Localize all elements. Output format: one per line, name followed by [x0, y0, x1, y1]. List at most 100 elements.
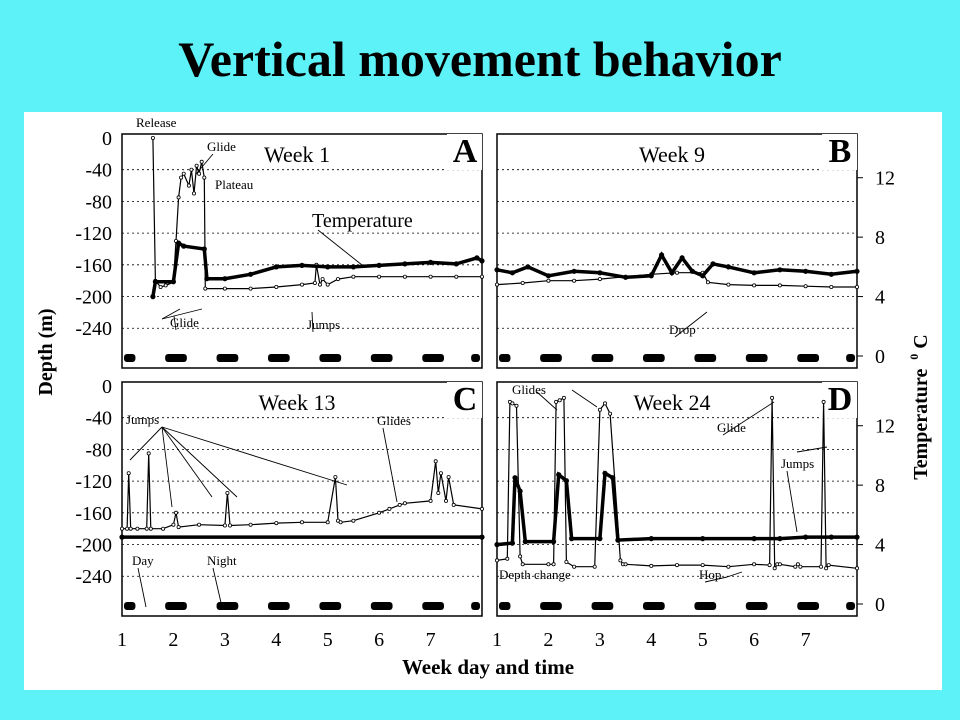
depth-point	[674, 270, 679, 275]
depth-point	[387, 506, 392, 511]
temperature-point	[700, 536, 706, 542]
depth-point	[494, 558, 500, 563]
x-tick-label: 3	[220, 629, 230, 651]
depth-point	[144, 526, 149, 531]
temperature-point	[479, 258, 485, 264]
depth-tick-label: -80	[85, 439, 112, 461]
depth-tick-label: -200	[75, 287, 112, 309]
depth-point	[777, 562, 782, 567]
depth-point	[551, 562, 556, 567]
panel-letter: A	[453, 133, 478, 170]
depth-point	[179, 175, 184, 180]
annotation-arrow	[173, 315, 177, 331]
night-bar	[165, 602, 187, 610]
depth-point	[700, 563, 705, 568]
temp-tick-label: 12	[875, 416, 895, 438]
annotation-label: Jumps	[307, 317, 340, 332]
temperature-point	[494, 267, 500, 273]
panel-week-title: Week 1	[264, 142, 330, 167]
x-tick-label: 5	[698, 629, 708, 651]
x-tick-label: 1	[117, 629, 127, 651]
temp-tick-label: 12	[875, 168, 895, 190]
x-tick-label: 2	[168, 629, 178, 651]
temp-tick-label: 0	[875, 346, 885, 368]
depth-point	[772, 566, 777, 571]
temperature-point	[659, 252, 665, 258]
depth-point	[351, 274, 356, 279]
depth-point	[514, 403, 519, 408]
depth-point	[126, 471, 131, 476]
depth-point	[438, 471, 443, 476]
temperature-point	[725, 264, 731, 270]
night-bar	[643, 354, 665, 362]
depth-point	[274, 284, 279, 289]
temperature-point	[222, 276, 228, 282]
temperature-point	[545, 273, 552, 279]
depth-point	[826, 563, 831, 568]
depth-point	[199, 159, 204, 164]
depth-point	[351, 518, 356, 523]
depth-point	[446, 475, 451, 480]
depth-point	[433, 459, 438, 464]
temperature-point	[150, 294, 156, 300]
annotation-arrow	[722, 401, 775, 436]
night-bar	[124, 602, 136, 610]
temperature-point	[563, 478, 570, 484]
temperature-point	[376, 262, 382, 268]
depth-point	[557, 398, 562, 403]
temperature-point	[777, 536, 783, 542]
annotation-arrow	[726, 571, 743, 578]
x-tick-label: 6	[749, 629, 759, 651]
depth-point	[854, 284, 859, 289]
annotation-label: Hop	[699, 567, 721, 582]
temperature-point	[648, 536, 654, 542]
panel-letter: B	[829, 133, 852, 170]
temperature-point	[648, 273, 654, 279]
night-bar	[422, 354, 444, 362]
annotation-label: Glides	[512, 382, 546, 397]
depth-tick-label: -120	[75, 223, 112, 245]
temperature-point	[571, 268, 577, 274]
depth-point	[767, 563, 772, 568]
temp-tick-label: 8	[875, 475, 885, 497]
night-bar	[471, 602, 480, 610]
night-bar	[268, 602, 290, 610]
depth-point	[546, 278, 551, 283]
chart-svg: A Week 1 0 -40 -80 -120 -160 -200 -240 Release Gli…	[35, 115, 932, 679]
depth-point	[479, 274, 484, 279]
depth-point	[222, 286, 227, 291]
night-bar	[797, 602, 819, 610]
annotation-arrow	[161, 308, 181, 320]
temperature-series-line	[496, 251, 858, 280]
panel-C: C Week 13 0 -40 -80 -120 -160 -200 -240 1 2 3 4 5 6 7 Ju…	[75, 376, 485, 651]
panel-letter-bg	[447, 382, 482, 418]
panel-letter-bg	[822, 134, 857, 170]
annotation-label: Jumps	[781, 456, 814, 471]
depth-point	[436, 491, 441, 496]
annotation-arrow	[161, 426, 173, 508]
annotation-arrow	[161, 426, 213, 498]
depth-point	[402, 501, 407, 506]
night-bar	[745, 354, 768, 362]
panel-letter-bg	[447, 134, 482, 170]
temperature-point	[602, 470, 608, 476]
temperature-point	[119, 534, 125, 540]
depth-point	[225, 491, 230, 496]
night-bar	[745, 602, 768, 610]
temperature-point	[669, 270, 675, 276]
panel-frame	[121, 381, 483, 617]
depth-point	[428, 498, 433, 503]
depth-point	[451, 502, 456, 507]
night-bar	[165, 354, 187, 362]
depth-point	[603, 401, 608, 406]
depth-point	[443, 498, 448, 503]
depth-point	[135, 526, 140, 531]
annotation-arrow	[129, 426, 163, 461]
temperature-point	[509, 270, 515, 276]
depth-point	[174, 510, 179, 515]
temperature-point	[828, 534, 834, 540]
depth-point	[192, 191, 197, 196]
temperature-point	[479, 534, 485, 540]
depth-point	[803, 284, 808, 289]
